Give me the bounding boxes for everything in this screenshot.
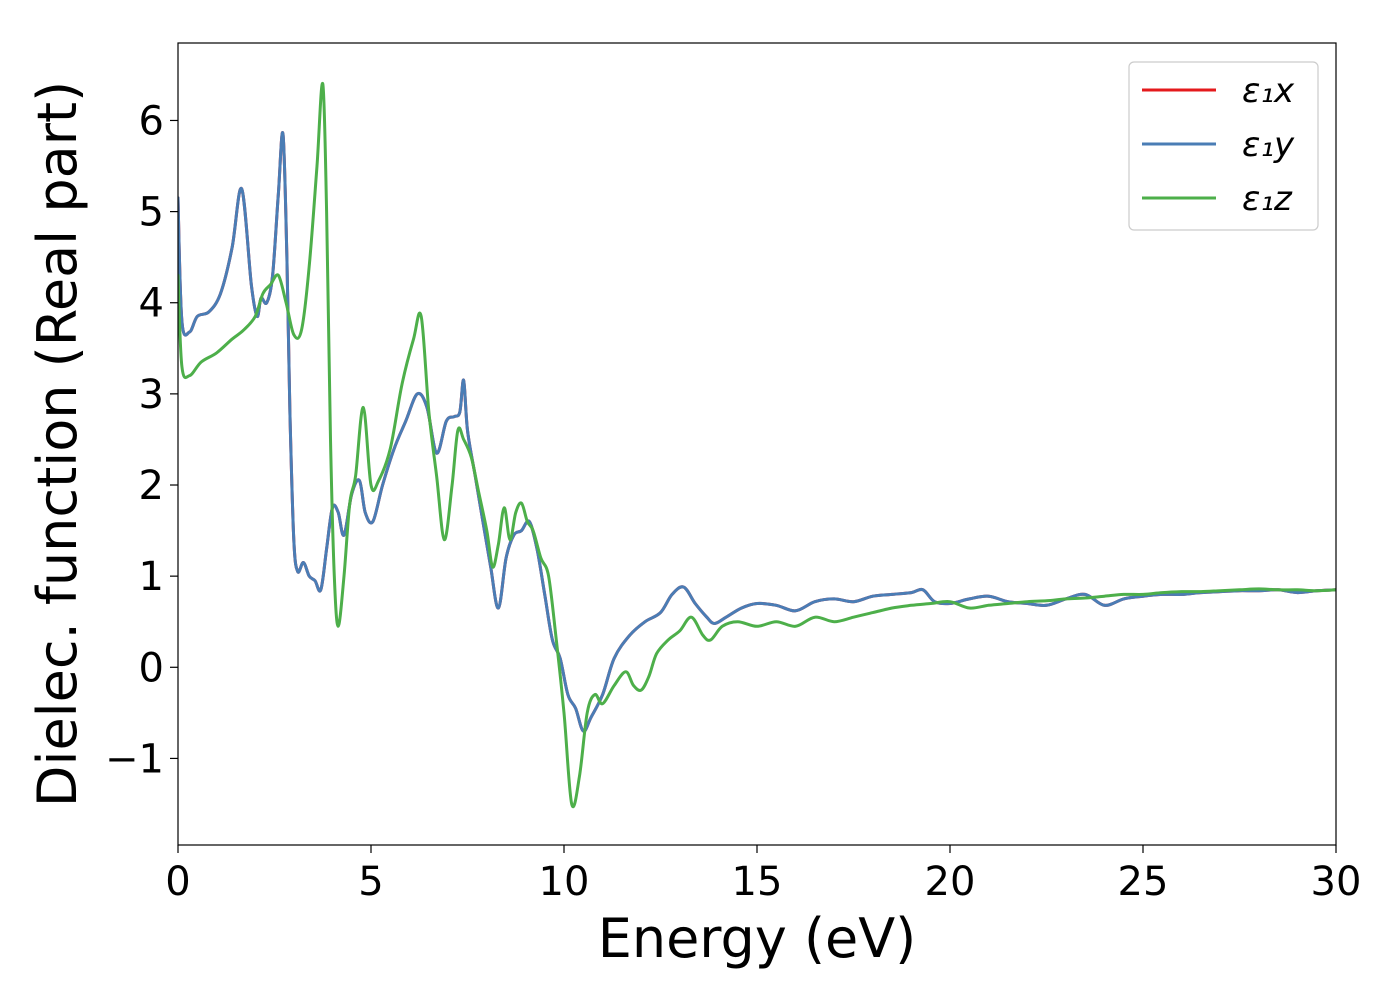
y-tick-label: 4 (139, 281, 164, 327)
x-tick-label: 0 (165, 859, 190, 905)
y-tick-label: 2 (139, 463, 164, 509)
y-tick-label: 3 (139, 372, 164, 418)
y-tick-label: 6 (139, 98, 164, 144)
y-axis-label: Dielec. function (Real part) (26, 81, 89, 807)
legend-label-1: ε₁y (1242, 125, 1295, 165)
x-tick-label: 30 (1311, 859, 1362, 905)
x-tick-label: 15 (732, 859, 783, 905)
x-tick-label: 10 (539, 859, 590, 905)
y-axis-ticks: −1 0 1 2 3 4 5 6 (105, 98, 178, 782)
x-tick-label: 20 (925, 859, 976, 905)
legend-label-2: ε₁z (1242, 179, 1293, 219)
series-group (178, 82, 1336, 808)
x-axis-ticks: 0 5 10 15 20 25 30 (165, 845, 1361, 905)
x-axis-label: Energy (eV) (598, 907, 917, 970)
y-tick-label: 1 (139, 554, 164, 600)
legend-label-0: ε₁x (1242, 71, 1295, 111)
y-tick-label: 5 (139, 190, 164, 236)
x-tick-label: 25 (1118, 859, 1169, 905)
y-tick-label: −1 (105, 736, 164, 782)
legend: ε₁x ε₁y ε₁z (1128, 61, 1319, 231)
series-line-2 (178, 82, 1336, 808)
y-tick-label: 0 (139, 645, 164, 691)
x-tick-label: 5 (358, 859, 383, 905)
legend-frame (1128, 61, 1319, 231)
